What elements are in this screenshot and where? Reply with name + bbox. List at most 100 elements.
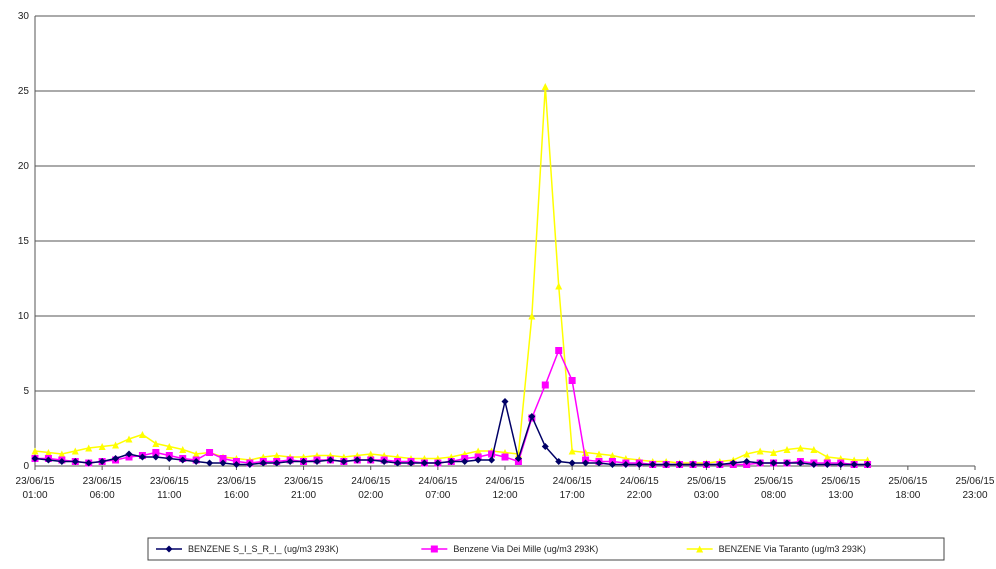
- data-point: [85, 459, 93, 467]
- data-point: [555, 282, 563, 290]
- series-line: [35, 348, 868, 466]
- x-tick-label: 23/06/15 16:00: [217, 476, 256, 501]
- data-point: [864, 461, 872, 468]
- series-line: [34, 86, 868, 464]
- data-point: [729, 459, 737, 467]
- x-tick-label: 23/06/15 01:00: [16, 476, 55, 501]
- legend-label: Benzene Via Dei Mille (ug/m3 293K): [453, 544, 598, 554]
- data-point: [152, 453, 160, 461]
- data-point: [44, 449, 52, 456]
- data-point: [474, 447, 482, 455]
- y-tick-label: 5: [23, 386, 29, 397]
- data-point: [474, 456, 482, 464]
- data-point: [837, 461, 845, 468]
- data-point: [71, 447, 79, 455]
- data-point: [850, 461, 858, 468]
- data-point: [689, 461, 697, 468]
- data-point: [380, 458, 388, 465]
- data-point: [770, 449, 778, 456]
- data-point: [810, 461, 818, 468]
- data-point: [300, 458, 308, 465]
- data-point: [192, 450, 200, 458]
- data-point: [326, 456, 334, 464]
- data-point: [743, 458, 751, 465]
- data-point: [595, 459, 603, 467]
- data-point: [138, 431, 146, 438]
- data-point: [313, 458, 321, 465]
- data-point: [259, 459, 267, 467]
- data-point: [273, 452, 281, 459]
- data-point: [447, 458, 455, 465]
- data-point: [353, 456, 361, 464]
- data-point: [125, 435, 133, 443]
- data-point: [608, 452, 616, 459]
- data-point: [541, 83, 549, 90]
- data-point: [246, 461, 254, 468]
- x-tick-label: 23/06/15 06:00: [83, 476, 122, 501]
- data-point: [582, 459, 590, 467]
- data-point: [138, 453, 146, 461]
- legend-marker: [165, 545, 173, 553]
- data-point: [635, 461, 643, 468]
- data-point: [555, 458, 563, 465]
- data-point: [810, 446, 818, 453]
- data-point: [488, 450, 496, 458]
- data-point: [98, 458, 106, 465]
- data-point: [112, 455, 120, 462]
- data-point: [394, 459, 402, 467]
- data-point: [206, 459, 214, 467]
- data-point: [85, 444, 93, 452]
- y-tick-label: 0: [23, 461, 29, 472]
- data-point: [796, 459, 804, 467]
- data-point: [152, 440, 160, 447]
- data-point: [568, 459, 576, 467]
- data-point: [770, 459, 778, 467]
- legend-marker: [430, 545, 438, 553]
- data-point: [622, 461, 630, 468]
- data-point: [31, 447, 39, 455]
- x-tick-label: 23/06/15 21:00: [284, 476, 323, 501]
- data-point: [823, 453, 831, 461]
- data-point: [488, 456, 496, 464]
- data-point: [783, 459, 791, 467]
- x-tick-label: 24/06/15 07:00: [418, 476, 457, 501]
- data-point: [98, 443, 106, 450]
- data-point: [232, 461, 240, 468]
- data-point: [823, 461, 831, 468]
- x-tick-label: 25/06/15 08:00: [754, 476, 793, 501]
- data-point: [756, 459, 764, 467]
- data-point: [501, 398, 509, 405]
- data-point: [568, 447, 576, 455]
- data-point: [541, 443, 549, 450]
- data-point: [179, 446, 187, 453]
- y-tick-label: 25: [18, 86, 30, 97]
- data-point: [649, 461, 657, 468]
- data-point: [568, 377, 576, 384]
- x-tick-label: 24/06/15 17:00: [553, 476, 592, 501]
- data-point: [716, 461, 724, 468]
- data-point: [58, 450, 66, 458]
- x-tick-label: 24/06/15 12:00: [486, 476, 525, 501]
- x-tick-label: 25/06/15 23:00: [956, 476, 995, 501]
- data-point: [273, 459, 281, 467]
- data-point: [112, 441, 120, 449]
- data-point: [608, 461, 616, 468]
- data-point: [676, 461, 684, 468]
- data-point: [31, 455, 39, 462]
- data-point: [58, 458, 66, 465]
- data-point: [179, 456, 187, 464]
- data-point: [71, 458, 79, 465]
- x-tick-label: 24/06/15 02:00: [351, 476, 390, 501]
- data-point: [165, 443, 173, 450]
- data-point: [206, 449, 214, 456]
- x-tick-label: 25/06/15 13:00: [821, 476, 860, 501]
- data-point: [756, 447, 764, 455]
- data-point: [528, 312, 536, 320]
- data-point: [420, 459, 428, 467]
- data-point: [192, 458, 200, 465]
- data-point: [595, 450, 603, 458]
- y-tick-label: 10: [18, 311, 30, 322]
- data-point: [501, 453, 509, 461]
- legend-label: BENZENE Via Taranto (ug/m3 293K): [719, 544, 866, 554]
- data-point: [662, 461, 670, 468]
